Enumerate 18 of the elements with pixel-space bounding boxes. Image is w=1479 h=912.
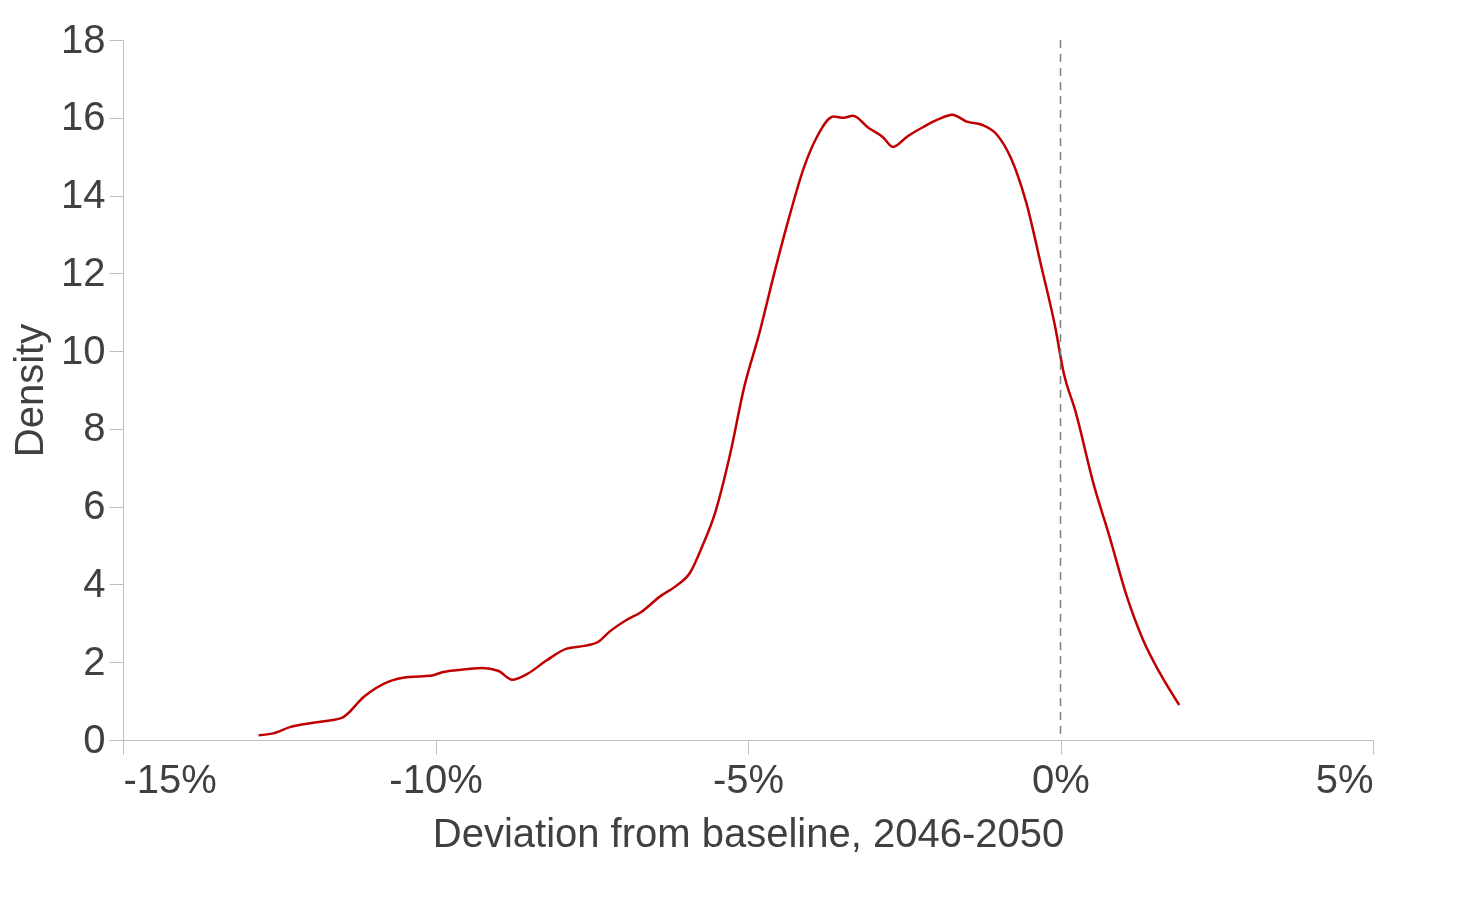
y-tick-label: 12: [61, 249, 106, 294]
x-tick-label: -5%: [712, 756, 785, 801]
line-series: [257, 113, 1181, 737]
x-tick-label: 0%: [1032, 756, 1090, 801]
y-tick-label: 4: [83, 560, 106, 605]
y-tick-label: 8: [83, 405, 106, 450]
x-tick-label: -15%: [123, 756, 217, 801]
y-tick-label: 14: [61, 172, 106, 217]
x-tick-label: 5%: [1315, 756, 1374, 801]
y-tick-label: 16: [61, 94, 106, 139]
y-tick-label: 6: [83, 483, 106, 528]
x-axis-title: Deviation from baseline, 2046-2050: [432, 810, 1065, 855]
y-tick-label: 0: [83, 716, 106, 761]
y-tick-label: 2: [83, 638, 106, 683]
y-axis-title: Density: [7, 323, 52, 458]
y-tick-label: 10: [61, 327, 106, 372]
y-tick-label: 18: [61, 16, 106, 61]
x-tick-label: -10%: [389, 756, 483, 801]
